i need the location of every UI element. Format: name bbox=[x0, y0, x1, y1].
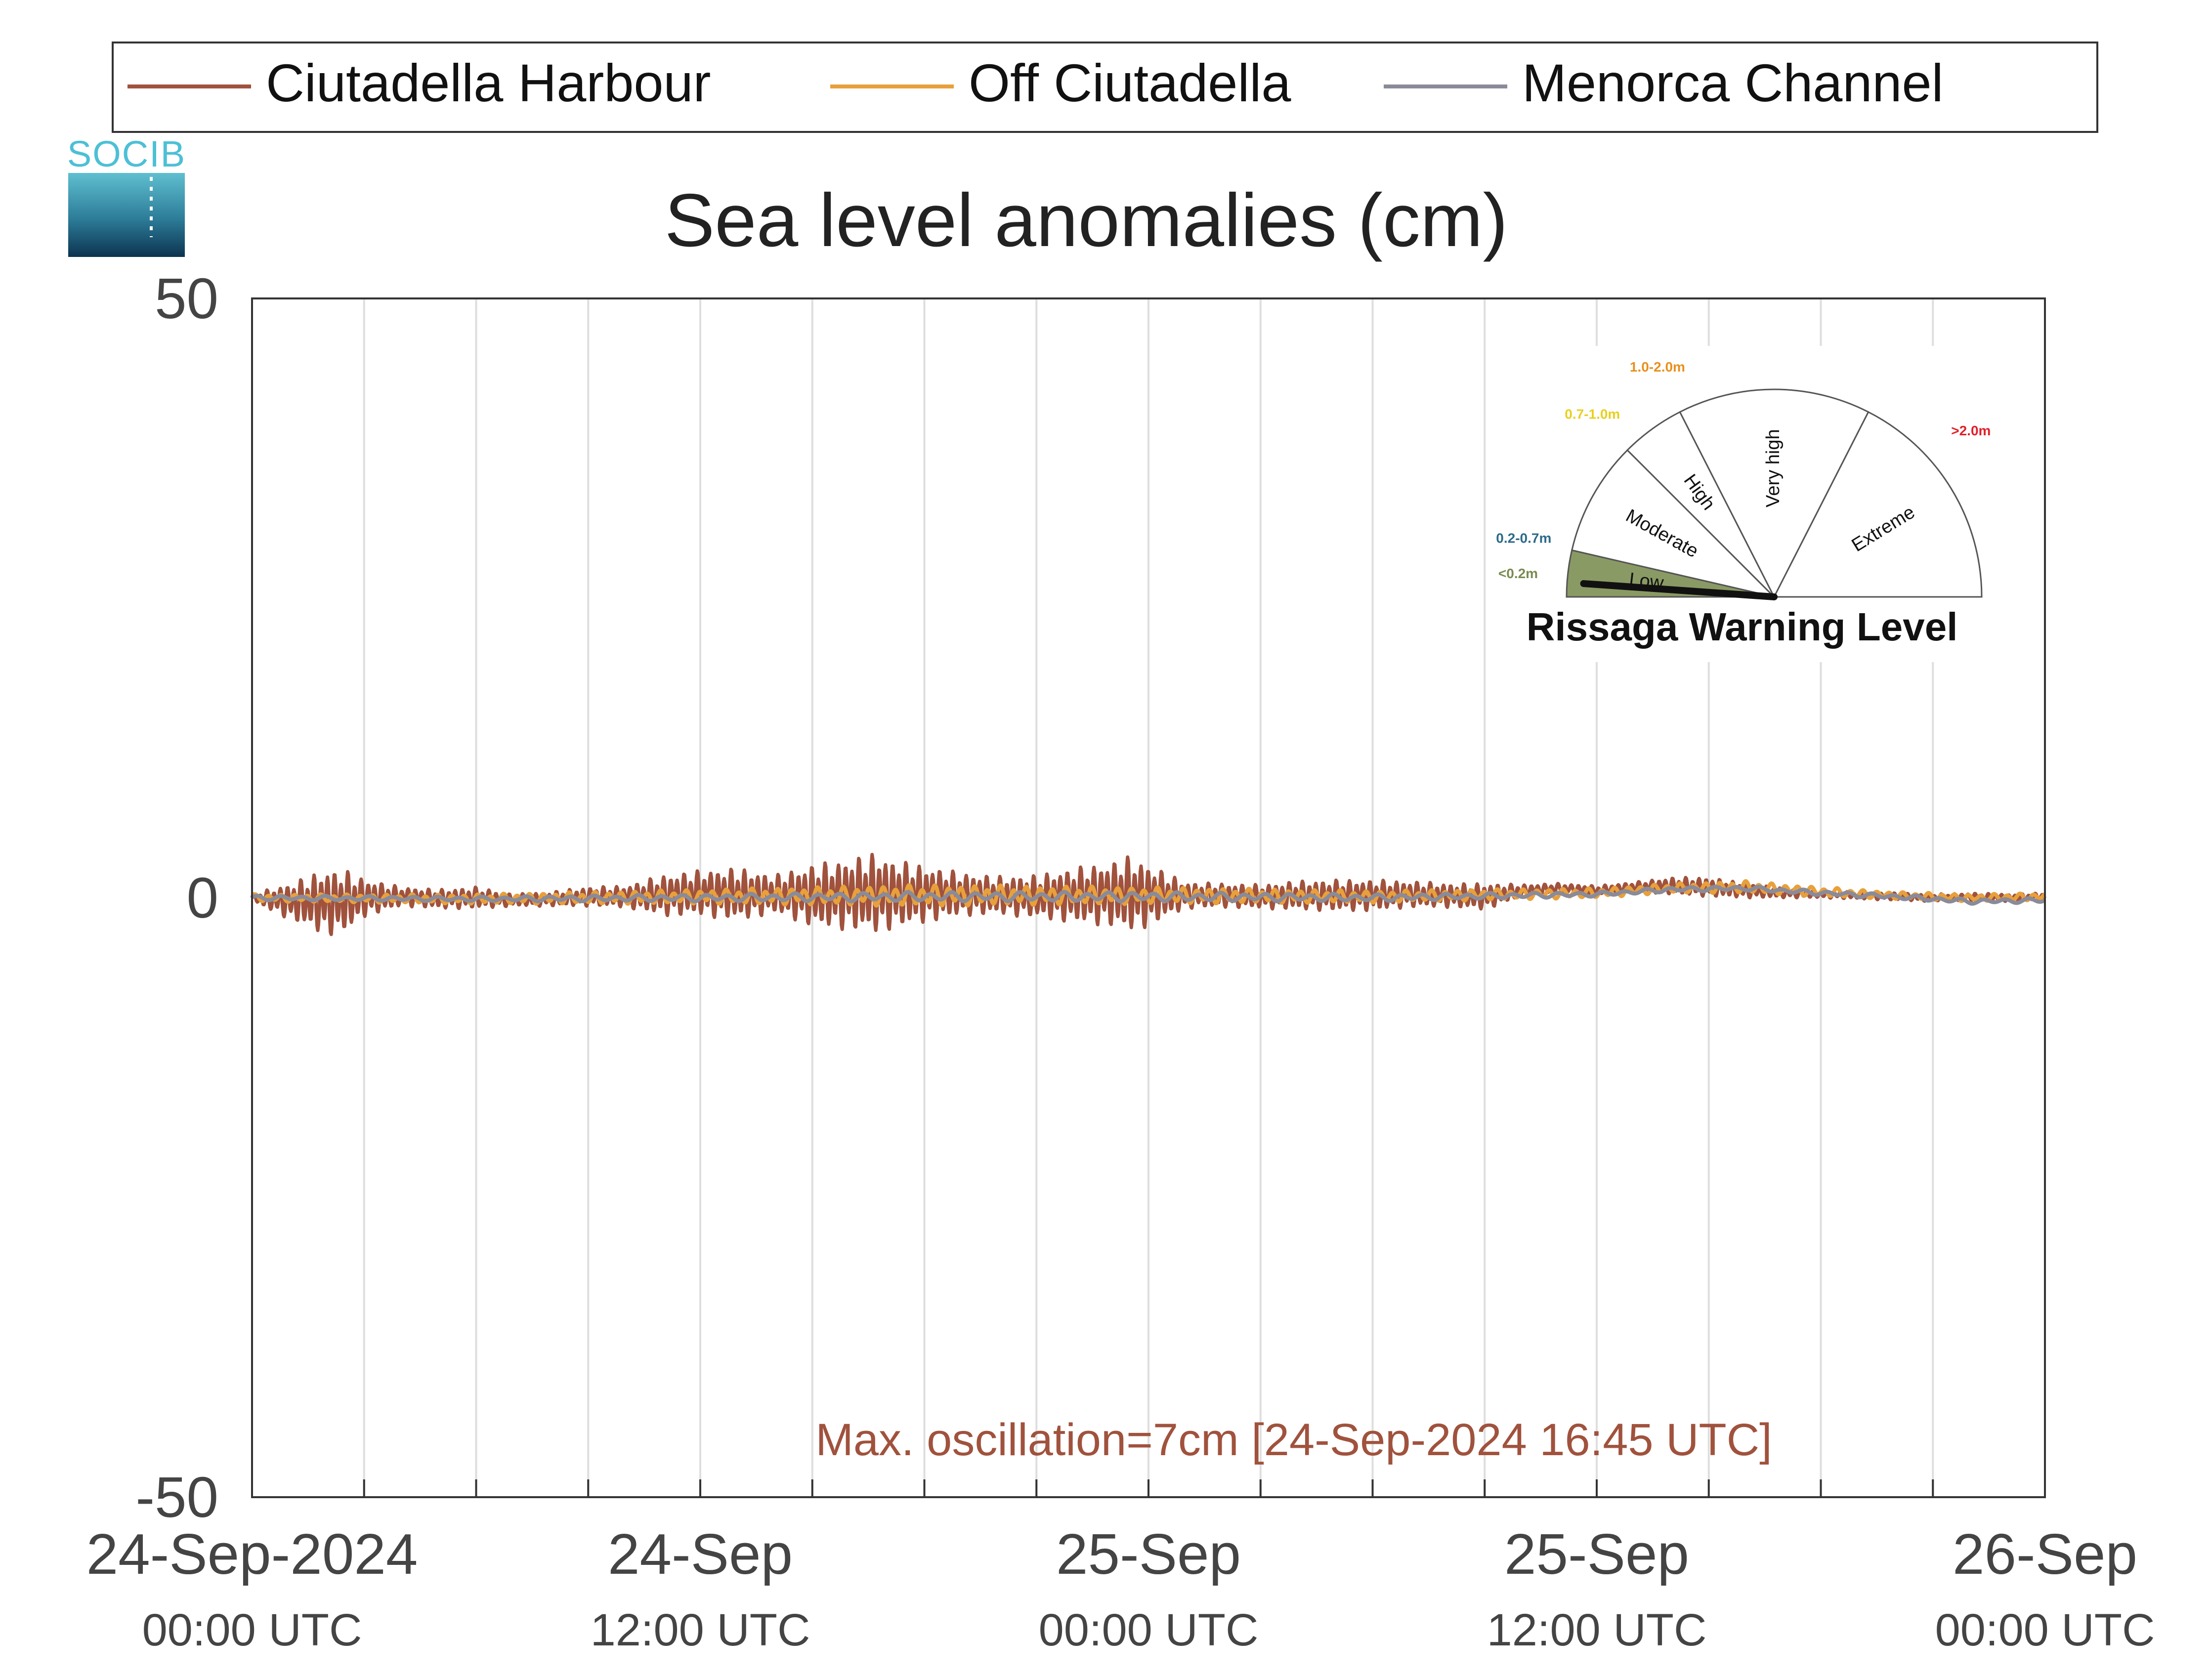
x-tick-label: 24-Sep bbox=[608, 1522, 793, 1586]
gauge-title: Rissaga Warning Level bbox=[1527, 605, 1958, 649]
chart-title: Sea level anomalies (cm) bbox=[665, 178, 1508, 262]
x-tick-label: 24-Sep-2024 bbox=[86, 1522, 418, 1586]
y-tick-label: 50 bbox=[155, 266, 218, 331]
x-tick-sublabel: 12:00 UTC bbox=[591, 1605, 810, 1655]
x-tick-label: 25-Sep bbox=[1504, 1522, 1689, 1586]
legend-label: Ciutadella Harbour bbox=[266, 53, 711, 113]
plot-area: 24-Sep-2024 00:00 UTC 24-Sep 12:00 UTC 25-Se… bbox=[86, 266, 2155, 1655]
gauge-range-label: 1.0-2.0m bbox=[1630, 359, 1685, 375]
gauge-segment bbox=[1679, 388, 1870, 599]
socib-logo-text: SOCIB bbox=[67, 133, 186, 174]
gauge-segment bbox=[1571, 449, 1777, 598]
legend-box bbox=[112, 42, 2098, 133]
y-axis: 50 0 -50 bbox=[135, 266, 218, 1529]
gauge-needle bbox=[1580, 580, 1778, 600]
legend-items: Ciutadella Harbour Off Ciutadella Menorca … bbox=[128, 53, 1944, 113]
gauge-range-label: >2.0m bbox=[1951, 423, 1991, 438]
gauge-segment-label: Very high bbox=[1763, 429, 1784, 507]
series-line-1 bbox=[250, 879, 2046, 908]
x-axis: 24-Sep-2024 00:00 UTC 24-Sep 12:00 UTC 25-Se… bbox=[86, 1479, 2155, 1655]
max-oscillation-annotation: Max. oscillation=7cm [24-Sep-2024 16:45 … bbox=[815, 1415, 1772, 1465]
gauge-segments bbox=[1566, 388, 1983, 599]
y-tick-label: -50 bbox=[135, 1465, 218, 1529]
rissaga-warning-gauge: Low<0.2mModerate0.2-0.7mHigh0.7-1.0mVery… bbox=[1496, 346, 2021, 662]
gauge-segment bbox=[1773, 411, 1983, 598]
y-tick-label: 0 bbox=[186, 866, 218, 930]
x-tick-sublabel: 00:00 UTC bbox=[142, 1605, 362, 1655]
series-line-2 bbox=[251, 884, 2046, 906]
legend-label: Off Ciutadella bbox=[969, 53, 1291, 113]
socib-logo-block bbox=[68, 173, 185, 257]
x-tick-sublabel: 12:00 UTC bbox=[1487, 1605, 1707, 1655]
gauge-range-label: 0.2-0.7m bbox=[1496, 530, 1551, 546]
x-tick-sublabel: 00:00 UTC bbox=[1039, 1605, 1259, 1655]
x-tick-sublabel: 00:00 UTC bbox=[1935, 1605, 2155, 1655]
gauge-range-label: 0.7-1.0m bbox=[1565, 407, 1620, 422]
x-tick-label: 25-Sep bbox=[1056, 1522, 1241, 1586]
legend: Ciutadella Harbour Off Ciutadella Menorca … bbox=[112, 42, 2098, 133]
x-tick-label: 26-Sep bbox=[1953, 1522, 2137, 1586]
socib-logo: SOCIB bbox=[67, 133, 186, 257]
gauge-range-label: <0.2m bbox=[1498, 566, 1538, 581]
legend-label: Menorca Channel bbox=[1522, 53, 1944, 113]
series-lines bbox=[250, 853, 2046, 936]
